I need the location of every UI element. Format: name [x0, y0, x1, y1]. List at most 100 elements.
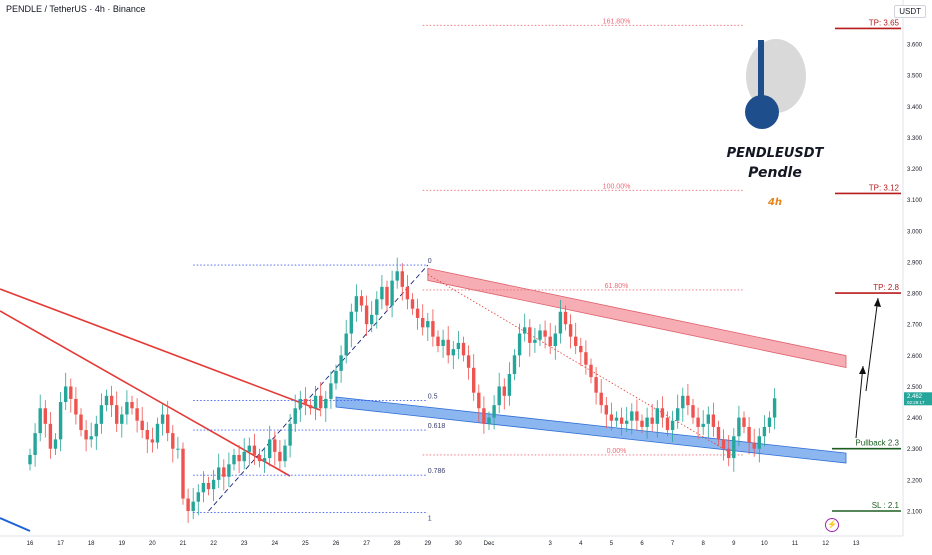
candle-body — [115, 405, 119, 424]
fib-retracement-label: 0.5 — [428, 393, 438, 400]
level-label: Pullback 2.3 — [855, 439, 899, 448]
candle-body — [696, 417, 700, 427]
time-tick-label: 29 — [424, 541, 431, 547]
candle-body — [303, 398, 308, 406]
candle-body — [446, 339, 450, 356]
candle-body — [472, 367, 476, 393]
candle-body — [614, 417, 619, 421]
candle-body — [512, 355, 517, 375]
candle-body — [415, 308, 420, 318]
candles — [28, 257, 777, 523]
fib-extension-label: 161.80% — [603, 18, 631, 25]
time-tick-label: Dec — [484, 541, 495, 547]
time-tick-label: 16 — [27, 541, 34, 547]
branding-name: Pendle — [748, 165, 802, 181]
time-tick-label: 22 — [210, 541, 217, 547]
price-tick-label: 2.700 — [907, 323, 923, 329]
candle-body — [74, 398, 78, 415]
candle-body — [242, 451, 246, 462]
candle-body — [359, 296, 364, 306]
time-tick-label: 28 — [394, 541, 401, 547]
price-tick-label: 2.900 — [907, 260, 923, 266]
candle-body — [507, 374, 512, 396]
candle-body — [757, 436, 761, 449]
current-price-tag — [904, 392, 932, 406]
candle-body — [324, 398, 328, 409]
candle-body — [492, 405, 496, 418]
candle-body — [568, 324, 573, 337]
candle-body — [716, 426, 721, 440]
time-tick-label: 21 — [180, 541, 187, 547]
candle-body — [640, 420, 644, 427]
level-label: TP: 3.65 — [869, 18, 900, 27]
candle-body — [104, 395, 109, 406]
candle-body — [58, 402, 63, 440]
time-tick-label: 12 — [822, 541, 829, 547]
trendline-lower — [0, 310, 291, 477]
candle-body — [732, 436, 736, 459]
candle-body — [665, 417, 670, 431]
branding-timeframe: 4h — [767, 197, 783, 208]
candle-body — [130, 402, 134, 409]
candle-body — [334, 370, 338, 384]
candle-body — [79, 414, 83, 431]
candle-body — [686, 395, 690, 406]
candle-body — [268, 439, 272, 459]
level-label: SL : 2.1 — [872, 501, 900, 510]
candle-body — [563, 311, 568, 325]
blue-trendline — [0, 517, 31, 532]
candle-body — [502, 386, 506, 396]
candle-body — [747, 426, 751, 443]
candle-body — [410, 299, 415, 309]
candle-body — [232, 454, 236, 465]
candle-body — [655, 408, 659, 424]
time-tick-label: 10 — [761, 541, 768, 547]
lightning-icon[interactable]: ⚡ — [825, 518, 839, 532]
price-axis-bg — [903, 0, 932, 550]
price-tick-label: 2.100 — [907, 510, 923, 516]
candle-body — [405, 286, 410, 300]
candle-body — [604, 405, 608, 415]
price-tick-label: 3.500 — [907, 74, 923, 80]
candle-body — [477, 392, 481, 409]
candle-body — [252, 445, 257, 455]
candle-body — [421, 317, 425, 328]
candle-body — [339, 355, 343, 371]
time-tick-label: 23 — [241, 541, 248, 547]
candle-body — [196, 492, 200, 502]
candle-body — [400, 271, 404, 287]
price-tick-label: 3.400 — [907, 105, 923, 111]
time-tick-label: 19 — [118, 541, 125, 547]
time-tick-label: 26 — [333, 541, 340, 547]
candle-body — [38, 408, 42, 434]
time-tick-label: 8 — [702, 541, 706, 547]
time-tick-label: 27 — [363, 541, 370, 547]
candle-body — [273, 439, 277, 452]
candle-body — [217, 467, 221, 480]
candle-body — [706, 414, 710, 424]
candle-body — [711, 414, 716, 427]
candle-body — [125, 402, 129, 415]
candle-body — [99, 405, 104, 424]
candle-body — [364, 305, 369, 325]
arrow-upper-line — [865, 297, 879, 392]
candle-body — [354, 296, 359, 312]
price-tick-label: 3.000 — [907, 229, 923, 235]
candle-body — [436, 336, 440, 346]
currency-button[interactable]: USDT — [894, 5, 926, 18]
candle-body — [191, 501, 195, 511]
candle-body — [528, 327, 532, 343]
candle-body — [395, 271, 399, 281]
candle-body — [517, 333, 522, 356]
current-price-label: 2.462 — [907, 394, 923, 400]
candle-body — [262, 458, 267, 462]
candle-body — [742, 417, 746, 427]
candle-body — [227, 464, 231, 477]
candle-body — [431, 321, 435, 337]
candle-body — [543, 330, 547, 337]
candle-body — [283, 445, 287, 462]
arrow-lower-head — [859, 366, 866, 374]
candle-body — [186, 498, 190, 511]
